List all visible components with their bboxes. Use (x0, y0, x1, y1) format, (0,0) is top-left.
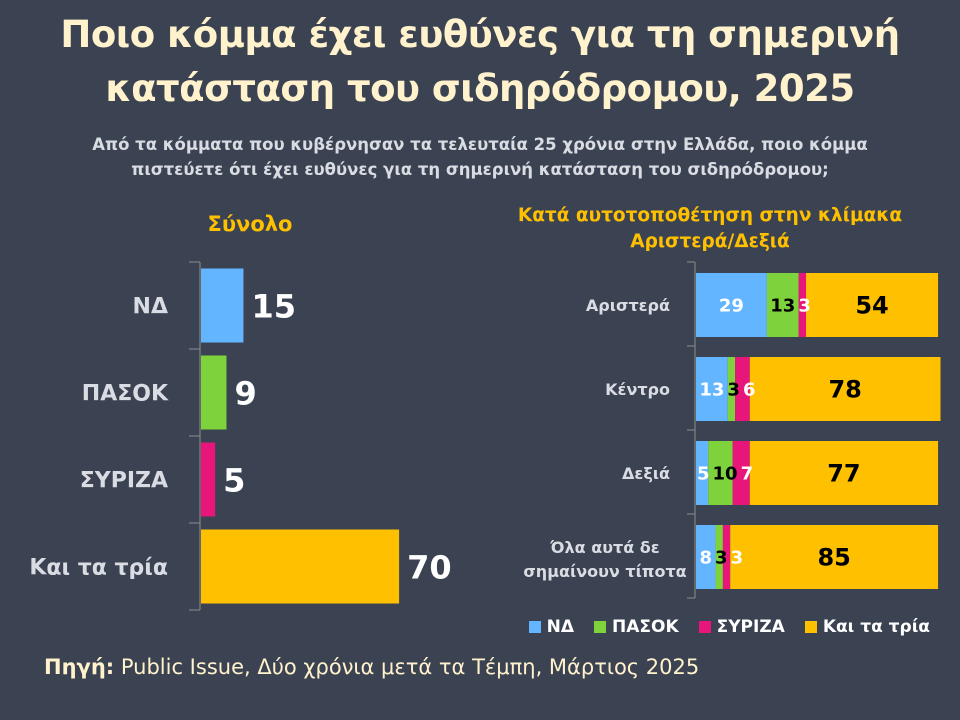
segment-value-label: 13 (699, 379, 724, 400)
chart-title: Ποιο κόμμα έχει ευθύνες για τη σημερινή … (0, 8, 960, 116)
right-category-label: Αριστερά (586, 296, 670, 315)
left-value-label: 70 (407, 549, 452, 587)
left-chart-title: Σύνολο (207, 212, 293, 236)
segment-ΝΔ-Αριστερά (696, 273, 767, 337)
right-category-label: σημαίνουν τίποτα (523, 562, 686, 581)
chart-subtitle: Από τα κόμματα που κυβέρνησαν τα τελευτα… (0, 132, 960, 182)
segment-Και τα τρία-Όλα αυτά δε σημαίνουν τίποτα (730, 525, 939, 589)
title-line-2: κατάσταση του σιδηρόδρομου, 2025 (105, 67, 855, 110)
segment-value-label: 77 (827, 460, 860, 488)
right-category-label: Όλα αυτά δε (549, 538, 659, 557)
segment-ΠΑΣΟΚ-Κέντρο (727, 357, 736, 421)
bar-Και τα τρία (201, 529, 400, 604)
left-category-label: ΝΔ (133, 295, 168, 320)
segment-ΣΥΡΙΖΑ-Όλα αυτά δε σημαίνουν τίποτα (722, 525, 731, 589)
legend-item: ΣΥΡΙΖΑ (698, 617, 785, 637)
segment-Και τα τρία-Κέντρο (749, 357, 941, 421)
right-category-label: Κέντρο (605, 380, 670, 399)
segment-value-label: 6 (743, 379, 756, 400)
segment-Και τα τρία-Αριστερά (806, 273, 939, 337)
bar-ΠΑΣΟΚ (201, 355, 227, 430)
segment-ΝΔ-Όλα αυτά δε σημαίνουν τίποτα (696, 525, 716, 589)
legend-item: ΝΔ (528, 617, 574, 637)
segment-ΠΑΣΟΚ-Δεξιά (708, 441, 733, 505)
source-text: Public Issue, Δύο χρόνια μετά τα Τέμπη, … (114, 655, 700, 679)
legend-swatch (804, 621, 817, 633)
segment-value-label: 5 (697, 463, 710, 484)
segment-ΣΥΡΙΖΑ-Δεξιά (732, 441, 750, 505)
subtitle-line-1: Από τα κόμματα που κυβέρνησαν τα τελευτα… (92, 135, 868, 154)
segment-value-label: 78 (828, 376, 861, 404)
legend-label: ΠΑΣΟΚ (612, 617, 679, 637)
legend-label: Και τα τρία (822, 617, 930, 637)
source-label: Πηγή: (44, 655, 115, 679)
segment-value-label: 13 (770, 295, 795, 316)
segment-value-label: 85 (817, 544, 850, 572)
segment-ΣΥΡΙΖΑ-Κέντρο (735, 357, 750, 421)
segment-value-label: 29 (719, 295, 744, 316)
segment-Και τα τρία-Δεξιά (749, 441, 939, 505)
segment-value-label: 3 (727, 379, 740, 400)
segment-value-label: 3 (731, 547, 744, 568)
legend-swatch (594, 621, 606, 633)
left-value-label: 9 (234, 375, 256, 413)
segment-value-label: 7 (741, 463, 754, 484)
segment-value-label: 54 (855, 292, 888, 320)
bar-ΝΔ (201, 268, 244, 343)
segment-value-label: 3 (798, 295, 811, 316)
legend-item: ΠΑΣΟΚ (594, 617, 679, 637)
segment-ΠΑΣΟΚ-Αριστερά (766, 273, 799, 337)
legend-swatch (698, 621, 711, 633)
segment-value-label: 8 (700, 547, 713, 568)
segment-ΝΔ-Κέντρο (696, 357, 728, 421)
bar-ΣΥΡΙΖΑ (201, 442, 216, 517)
legend-item: Και τα τρία (804, 617, 930, 637)
left-value-label: 5 (223, 462, 245, 500)
segment-ΠΑΣΟΚ-Όλα αυτά δε σημαίνουν τίποτα (715, 525, 723, 589)
segment-value-label: 3 (715, 547, 728, 568)
source-note: Πηγή: Public Issue, Δύο χρόνια μετά τα Τ… (44, 655, 699, 679)
legend: ΝΔ ΠΑΣΟΚ ΣΥΡΙΖΑ Και τα τρία (528, 617, 930, 637)
right-chart-title: Κατά αυτοτοποθέτηση στην κλίμακα Αριστερ… (517, 205, 903, 252)
segment-ΝΔ-Δεξιά (696, 441, 709, 505)
legend-label: ΝΔ (546, 617, 574, 637)
left-category-label: ΣΥΡΙΖΑ (80, 469, 168, 494)
legend-swatch (528, 621, 541, 633)
left-category-label: Και τα τρία (29, 556, 168, 581)
left-value-label: 15 (251, 288, 296, 326)
segment-value-label: 10 (713, 463, 738, 484)
right-category-label: Δεξιά (622, 464, 670, 483)
legend-label: ΣΥΡΙΖΑ (716, 617, 785, 637)
left-category-label: ΠΑΣΟΚ (82, 382, 169, 407)
title-line-1: Ποιο κόμμα έχει ευθύνες για τη σημερινή (60, 13, 900, 56)
subtitle-line-2: πιστεύετε ότι έχει ευθύνες για τη σημερι… (131, 160, 829, 179)
segment-ΣΥΡΙΖΑ-Αριστερά (798, 273, 807, 337)
